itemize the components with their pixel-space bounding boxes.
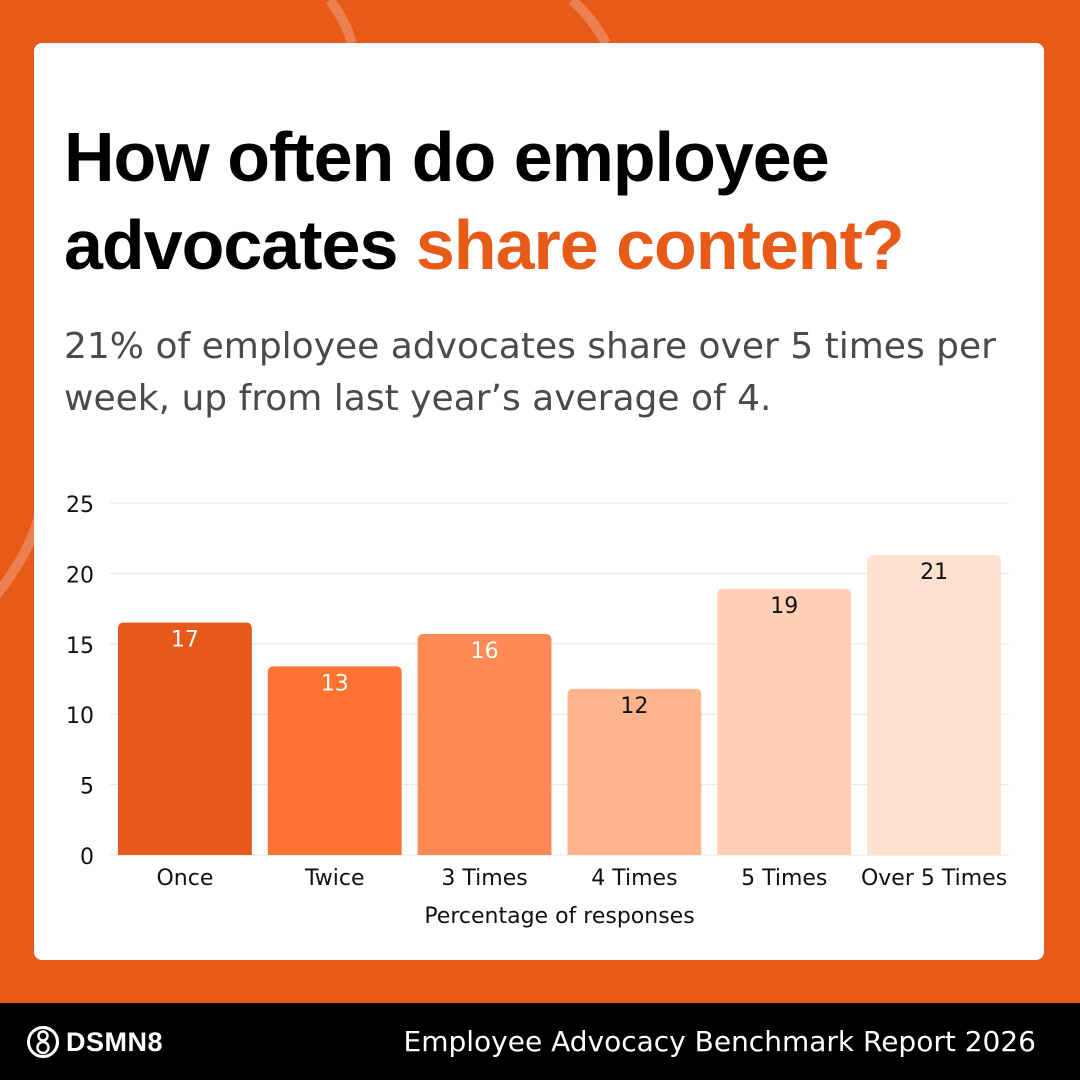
x-tick-label: 3 Times <box>441 866 527 891</box>
page-title: How often do employee advocates share con… <box>64 113 1024 289</box>
data-label: 12 <box>620 694 648 719</box>
data-label: 19 <box>770 594 798 619</box>
y-tick-label: 20 <box>66 563 94 588</box>
data-label: 16 <box>471 639 499 664</box>
title-line-1: How often do employee <box>64 118 830 196</box>
data-label: 13 <box>321 671 349 696</box>
bar <box>717 588 852 855</box>
brand-logo: DSMN8 <box>26 1025 163 1059</box>
bar-chart: 0 5 10 15 20 25 17 Once 13 Twice 16 3 Times 12 4 Time… <box>66 493 1009 929</box>
x-axis-title: Percentage of responses <box>424 904 694 929</box>
data-label: 17 <box>171 628 199 653</box>
bar <box>867 555 1001 855</box>
brand-name: DSMN8 <box>66 1026 164 1057</box>
x-tick-label: 5 Times <box>741 866 827 891</box>
bar <box>267 666 402 855</box>
x-tick-label: 4 Times <box>591 866 677 891</box>
dsmn8-logo-icon <box>27 1026 59 1058</box>
bar <box>417 633 552 855</box>
x-tick-label: Twice <box>304 866 365 891</box>
y-tick-label: 5 <box>80 775 94 800</box>
report-title: Employee Advocacy Benchmark Report 2026 <box>403 1025 1037 1058</box>
title-highlight: share content? <box>415 206 905 284</box>
subtitle: 21% of employee advocates share over 5 t… <box>64 326 996 419</box>
y-tick-label: 25 <box>66 493 94 518</box>
data-label: 21 <box>920 560 948 585</box>
x-tick-label: Over 5 Times <box>861 866 1007 891</box>
bar <box>567 688 702 855</box>
y-tick-label: 15 <box>66 634 94 659</box>
footer-bar: DSMN8 Employee Advocacy Benchmark Report… <box>0 1003 1080 1080</box>
x-tick-label: Once <box>156 866 213 891</box>
bar <box>118 622 252 855</box>
content-card: How often do employee advocates share con… <box>34 43 1044 960</box>
y-tick-label: 0 <box>80 845 94 870</box>
title-line-2: advocates <box>64 206 416 284</box>
y-tick-label: 10 <box>66 704 94 729</box>
